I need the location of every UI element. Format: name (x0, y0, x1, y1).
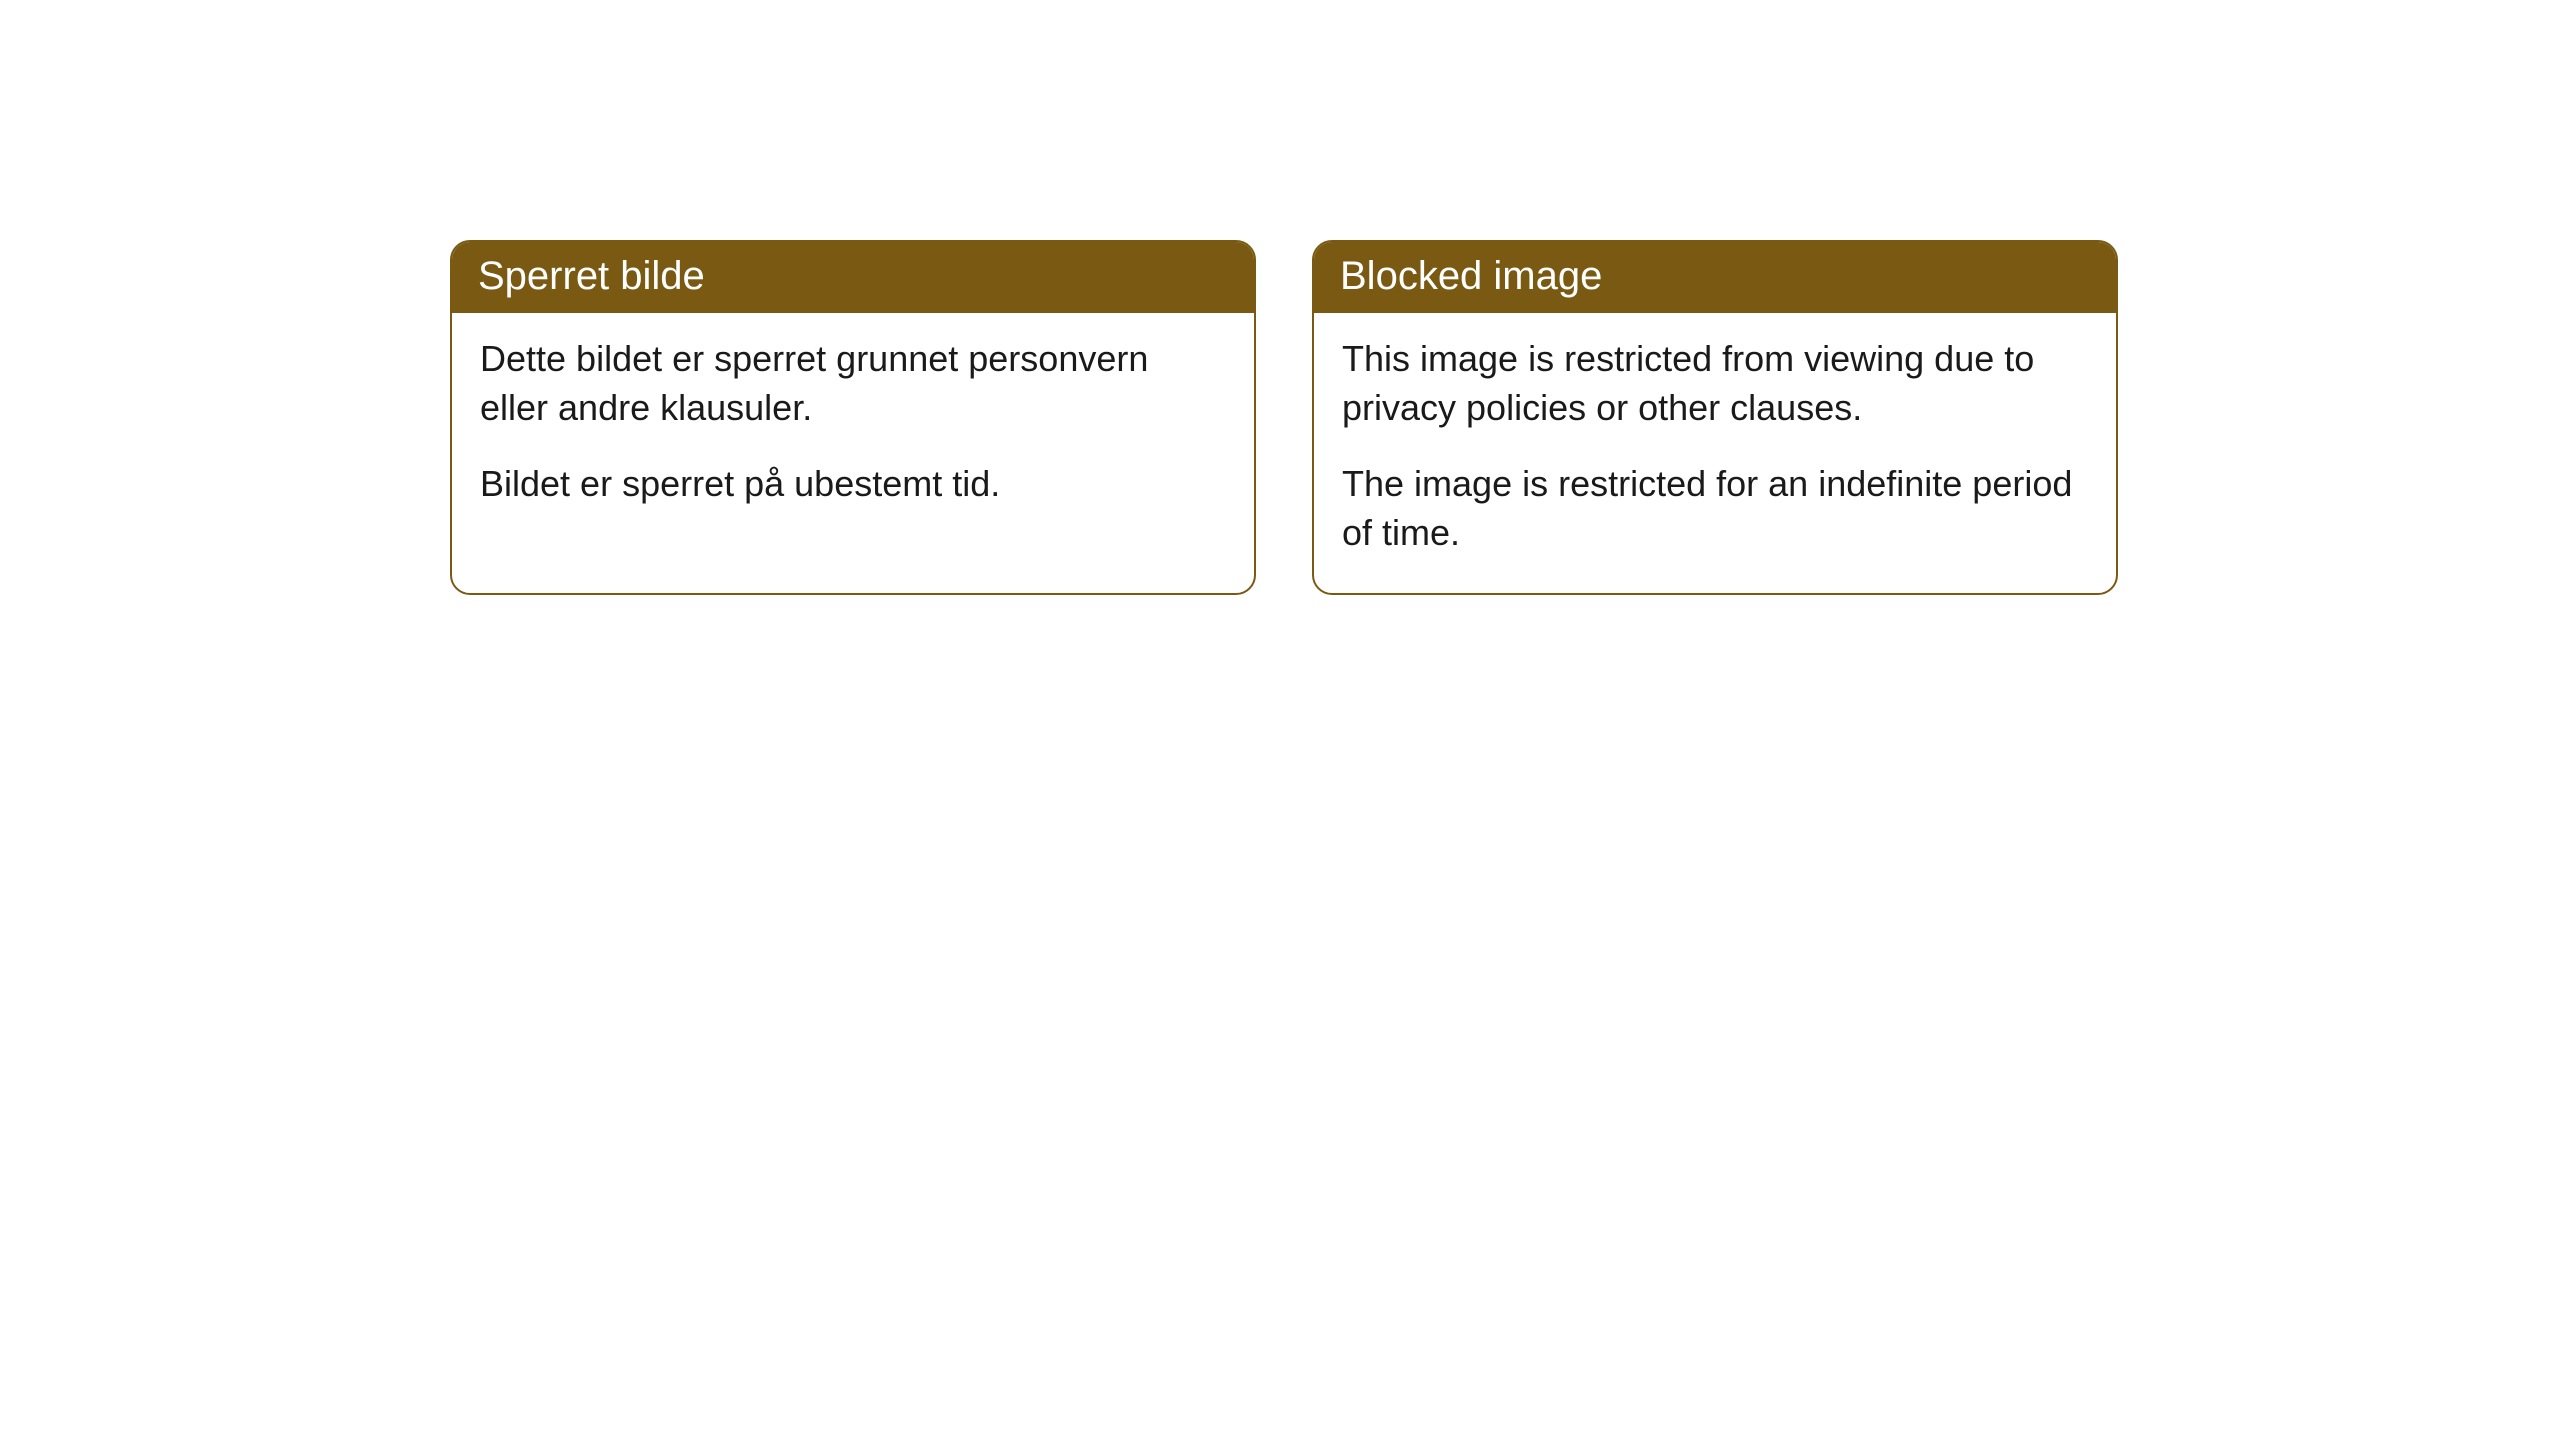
card-paragraph-1-norwegian: Dette bildet er sperret grunnet personve… (480, 335, 1226, 432)
card-header-english: Blocked image (1314, 242, 2116, 313)
card-paragraph-2-english: The image is restricted for an indefinit… (1342, 460, 2088, 557)
notice-cards-container: Sperret bilde Dette bildet er sperret gr… (450, 240, 2118, 595)
card-title-english: Blocked image (1340, 254, 1602, 298)
card-paragraph-1-english: This image is restricted from viewing du… (1342, 335, 2088, 432)
card-body-norwegian: Dette bildet er sperret grunnet personve… (452, 313, 1254, 545)
card-header-norwegian: Sperret bilde (452, 242, 1254, 313)
notice-card-english: Blocked image This image is restricted f… (1312, 240, 2118, 595)
card-paragraph-2-norwegian: Bildet er sperret på ubestemt tid. (480, 460, 1226, 509)
card-body-english: This image is restricted from viewing du… (1314, 313, 2116, 593)
notice-card-norwegian: Sperret bilde Dette bildet er sperret gr… (450, 240, 1256, 595)
card-title-norwegian: Sperret bilde (478, 254, 705, 298)
